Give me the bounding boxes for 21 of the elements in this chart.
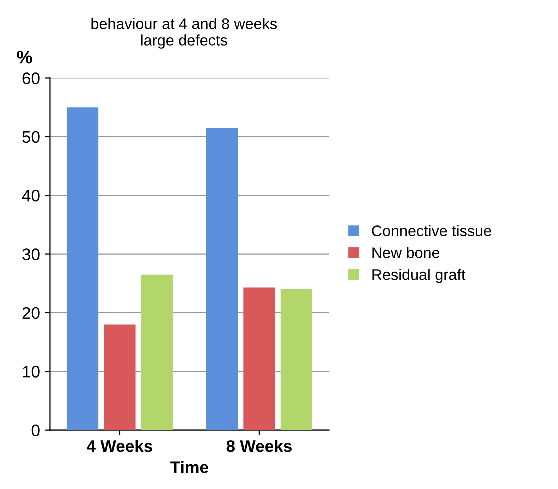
legend-label: Connective tissue <box>372 225 492 236</box>
bar <box>104 324 136 430</box>
x-tick-label: 8 Weeks <box>226 440 292 452</box>
y-tick-label: 0 <box>32 424 40 437</box>
y-axis-title: % <box>17 51 32 64</box>
x-axis-title: Time <box>170 461 208 474</box>
bar <box>141 274 173 430</box>
bar <box>244 288 276 430</box>
y-tick-label: 50 <box>22 131 40 144</box>
bar <box>280 289 312 430</box>
y-tick-label: 30 <box>22 248 40 260</box>
chart-title: behaviour at 4 and 8 weeks large defects <box>92 18 278 49</box>
bar <box>66 108 99 430</box>
bar <box>206 128 238 430</box>
y-tick-label: 20 <box>22 307 40 320</box>
y-tick-label: 40 <box>22 190 40 202</box>
legend-label: Residual graft <box>372 269 466 284</box>
y-tick-label: 10 <box>23 366 40 378</box>
y-tick-label: 60 <box>22 72 40 84</box>
x-tick-label: 4 Weeks <box>87 440 152 452</box>
legend-label: New bone <box>372 247 440 258</box>
